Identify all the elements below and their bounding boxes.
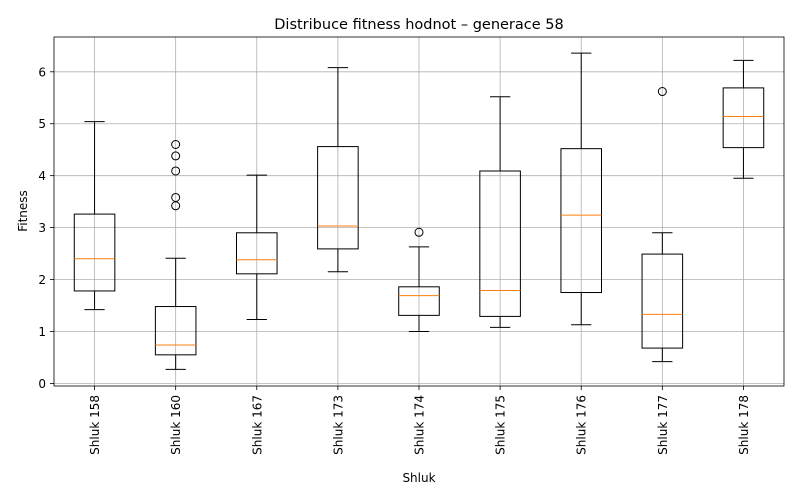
outlier-point [171, 140, 181, 150]
iqr-box [560, 148, 603, 294]
iqr-box [722, 87, 765, 149]
iqr-box [154, 306, 197, 356]
box-layer [73, 52, 765, 370]
box-group [154, 140, 197, 370]
x-tick-label: Shluk 158 [88, 395, 102, 455]
box-group [479, 96, 521, 328]
y-tick-label: 1 [38, 325, 46, 339]
outlier-point [657, 87, 667, 97]
box-group [722, 59, 765, 179]
chart-title: Distribuce fitness hodnot – generace 58 [274, 17, 563, 33]
y-tick-label: 6 [38, 65, 46, 79]
x-tick-label: Shluk 160 [169, 395, 183, 455]
box-group [236, 174, 278, 321]
axis-layer: 0 1 2 3 4 5 6 Shluk 158 Shluk 160 Shluk 167 Shluk … [38, 65, 751, 455]
x-tick-label: Shluk 167 [250, 395, 264, 455]
box-group [398, 227, 440, 332]
box-group [317, 67, 359, 273]
y-axis-label: Fitness [16, 190, 30, 232]
iqr-box [236, 232, 278, 275]
box-group [73, 121, 116, 311]
y-tick-label: 3 [38, 221, 46, 235]
outlier-point [414, 227, 424, 237]
x-tick-label: Shluk 173 [331, 395, 345, 455]
iqr-box [317, 146, 359, 250]
outlier-point [171, 166, 181, 176]
box-group [641, 87, 684, 363]
iqr-box [73, 213, 116, 292]
outlier-point [171, 151, 181, 161]
x-tick-label: Shluk 174 [413, 395, 427, 455]
iqr-box [641, 253, 684, 349]
x-axis-label: Shluk [402, 471, 435, 485]
x-tick-label: Shluk 175 [494, 395, 508, 455]
iqr-box [398, 286, 440, 316]
box-group [560, 52, 603, 326]
outlier-point [171, 192, 181, 202]
y-tick-label: 5 [38, 117, 46, 131]
y-tick-label: 4 [38, 169, 46, 183]
x-tick-label: Shluk 178 [737, 395, 751, 455]
x-tick-label: Shluk 176 [575, 395, 589, 455]
y-tick-label: 2 [38, 273, 46, 287]
iqr-box [479, 170, 521, 317]
y-tick-label: 0 [38, 377, 46, 391]
x-tick-label: Shluk 177 [656, 395, 670, 455]
